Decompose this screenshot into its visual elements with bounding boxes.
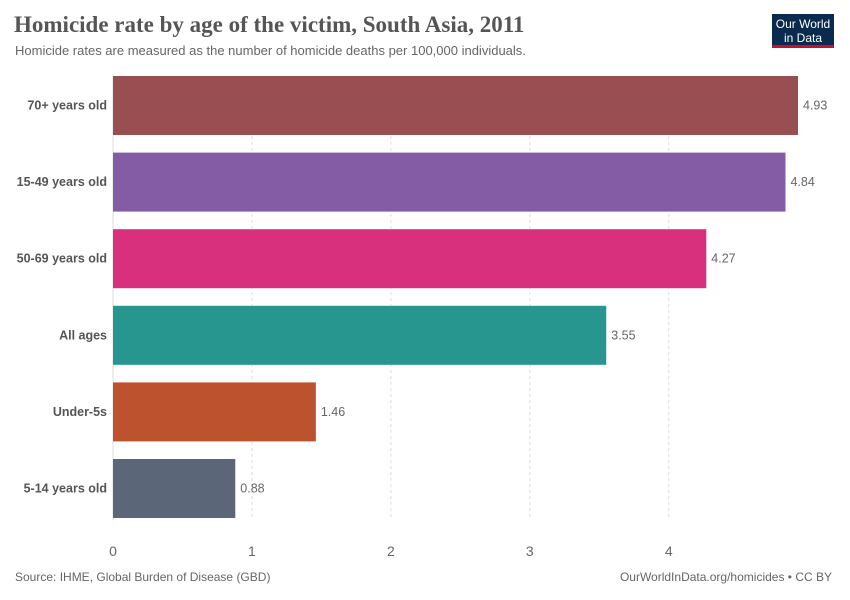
bar[interactable] xyxy=(113,76,798,135)
value-label: 4.84 xyxy=(790,175,814,189)
bar[interactable] xyxy=(113,152,786,212)
logo-line-2: in Data xyxy=(783,31,823,45)
bar[interactable] xyxy=(113,229,707,289)
value-label: 0.88 xyxy=(240,482,264,496)
gridlines xyxy=(112,76,670,520)
x-tick-label: 0 xyxy=(109,543,117,559)
category-label: 70+ years old xyxy=(27,99,107,113)
x-tick-label: 2 xyxy=(387,543,395,559)
value-labels: 4.93 4.84 4.27 3.55 1.46 0.88 xyxy=(240,99,827,496)
bar[interactable] xyxy=(113,382,316,442)
x-axis-ticks: 0 1 2 3 4 xyxy=(109,543,673,559)
logo-line-1: Our World xyxy=(775,17,831,31)
value-label: 1.46 xyxy=(321,405,345,419)
value-label: 3.55 xyxy=(611,328,635,342)
credit-link[interactable]: OurWorldInData.org/homicides • CC BY xyxy=(619,570,832,584)
owid-logo[interactable]: Our World in Data xyxy=(772,14,834,48)
x-tick-label: 1 xyxy=(248,543,256,559)
chart-subtitle: Homicide rates are measured as the numbe… xyxy=(15,43,526,58)
category-label: All ages xyxy=(59,328,107,342)
value-label: 4.27 xyxy=(711,252,735,266)
category-label: 5-14 years old xyxy=(24,482,107,496)
category-label: 15-49 years old xyxy=(17,175,107,189)
bars xyxy=(113,76,798,518)
value-label: 4.93 xyxy=(803,99,827,113)
bar[interactable] xyxy=(113,305,607,365)
chart-title: Homicide rate by age of the victim, Sout… xyxy=(14,12,525,37)
category-labels: 70+ years old 15-49 years old 50-69 years … xyxy=(17,99,107,496)
x-tick-label: 3 xyxy=(526,543,534,559)
bar[interactable] xyxy=(113,459,236,518)
source-note: Source: IHME, Global Burden of Disease (… xyxy=(15,570,271,584)
category-label: Under-5s xyxy=(53,405,107,419)
x-tick-label: 4 xyxy=(665,543,673,559)
category-label: 50-69 years old xyxy=(17,252,107,266)
